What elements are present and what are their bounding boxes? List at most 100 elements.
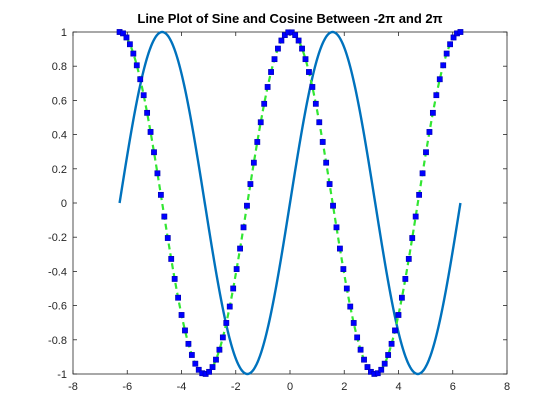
x-tick-label: 2	[341, 381, 347, 393]
cosine-marker	[188, 352, 195, 358]
cosine-marker	[175, 294, 182, 301]
y-tick-label: 1	[61, 27, 67, 39]
cosine-marker	[261, 100, 268, 107]
cosine-marker	[378, 366, 385, 373]
cosine-marker	[436, 76, 443, 83]
cosine-marker	[247, 181, 254, 187]
cosine-marker	[319, 139, 326, 145]
y-tick-label: 0	[61, 198, 67, 210]
cosine-marker	[244, 202, 250, 209]
cosine-marker	[316, 119, 323, 126]
cosine-marker	[216, 346, 223, 353]
x-tick-label: 0	[287, 381, 293, 393]
y-tick-label: -0.6	[48, 301, 67, 313]
cosine-marker	[374, 370, 381, 377]
cosine-marker	[213, 356, 219, 363]
cosine-marker	[123, 34, 130, 41]
x-tick-label: 8	[504, 381, 510, 393]
cosine-marker	[299, 45, 305, 52]
cosine-marker	[147, 129, 154, 135]
cosine-marker	[295, 37, 302, 44]
cosine-marker	[157, 191, 164, 198]
cosine-marker	[137, 76, 144, 83]
x-tick-label: -8	[68, 381, 78, 393]
cosine-marker	[330, 202, 336, 209]
y-tick-label: 0.8	[52, 61, 67, 73]
cosine-marker	[433, 92, 440, 99]
cosine-marker	[240, 224, 247, 231]
cosine-marker	[361, 356, 367, 363]
cosine-marker	[426, 129, 433, 135]
cosine-marker	[402, 276, 409, 282]
cosine-marker	[133, 62, 140, 69]
cosine-marker	[323, 159, 330, 166]
cosine-marker	[168, 256, 175, 262]
cosine-marker	[447, 41, 454, 48]
cosine-marker	[443, 50, 450, 57]
cosine-marker	[185, 340, 192, 347]
cosine-marker	[178, 312, 185, 318]
cosine-marker	[292, 32, 299, 38]
cosine-marker	[126, 41, 133, 48]
cosine-marker	[388, 340, 395, 347]
cosine-marker	[364, 364, 371, 370]
x-tick-label: 6	[450, 381, 456, 393]
cosine-marker	[416, 191, 423, 198]
cosine-marker	[164, 235, 171, 241]
cosine-marker	[120, 30, 126, 37]
cosine-marker	[385, 352, 392, 358]
cosine-marker	[209, 364, 216, 370]
cosine-marker	[381, 360, 388, 367]
cosine-marker	[440, 62, 447, 69]
y-tick-label: 0.2	[52, 164, 67, 176]
cosine-marker	[450, 34, 457, 41]
x-tick-label: -6	[122, 381, 132, 393]
cosine-marker	[333, 224, 340, 231]
cosine-marker	[237, 245, 243, 252]
cosine-marker	[354, 334, 361, 341]
cosine-marker	[264, 84, 271, 90]
cosine-marker	[140, 92, 147, 99]
cosine-marker	[275, 45, 281, 52]
cosine-marker	[226, 303, 233, 310]
cosine-marker	[357, 346, 364, 353]
cosine-marker	[151, 149, 157, 156]
cosine-marker	[268, 69, 274, 75]
plot-area: -8 -6 -4 -2 0 2 4 6 8 -1 -0.8 -0.6 -0.4 -0.2 0 0.2 0.4 0.…	[48, 27, 510, 393]
cosine-marker	[206, 368, 212, 375]
cosine-marker	[302, 56, 309, 63]
y-tick-label: -0.4	[48, 266, 67, 278]
cosine-marker	[233, 266, 240, 272]
cosine-marker	[405, 256, 412, 262]
cosine-marker	[392, 327, 398, 334]
cosine-marker	[144, 109, 151, 116]
cosine-marker	[254, 139, 261, 145]
cosine-marker	[457, 29, 464, 35]
cosine-marker	[395, 312, 402, 318]
cosine-marker	[171, 276, 178, 282]
cosine-marker	[130, 50, 137, 57]
y-tick-label: -0.8	[48, 335, 67, 347]
cosine-marker	[350, 320, 357, 326]
cosine-marker	[312, 100, 319, 107]
cosine-marker	[230, 285, 237, 292]
y-tick-label: -0.2	[48, 232, 67, 244]
sine-line	[118, 30, 462, 376]
y-tick-label: 0.4	[52, 130, 67, 142]
y-tick-label: 0.6	[52, 95, 67, 107]
cosine-marker	[250, 159, 257, 166]
cosine-marker	[412, 213, 419, 220]
cosine-marker	[337, 245, 343, 252]
x-tick-label: 4	[395, 381, 401, 393]
cosine-marker	[182, 327, 188, 334]
cosine-marker	[423, 149, 429, 156]
cosine-marker	[223, 320, 230, 326]
x-tick-label: -2	[231, 381, 241, 393]
cosine-marker	[278, 37, 285, 44]
chart-title: Line Plot of Sine and Cosine Between -2π…	[137, 11, 442, 26]
cosine-marker	[271, 56, 278, 63]
cosine-marker	[154, 170, 161, 177]
x-tick-label: -4	[177, 381, 187, 393]
cosine-marker	[347, 303, 354, 310]
